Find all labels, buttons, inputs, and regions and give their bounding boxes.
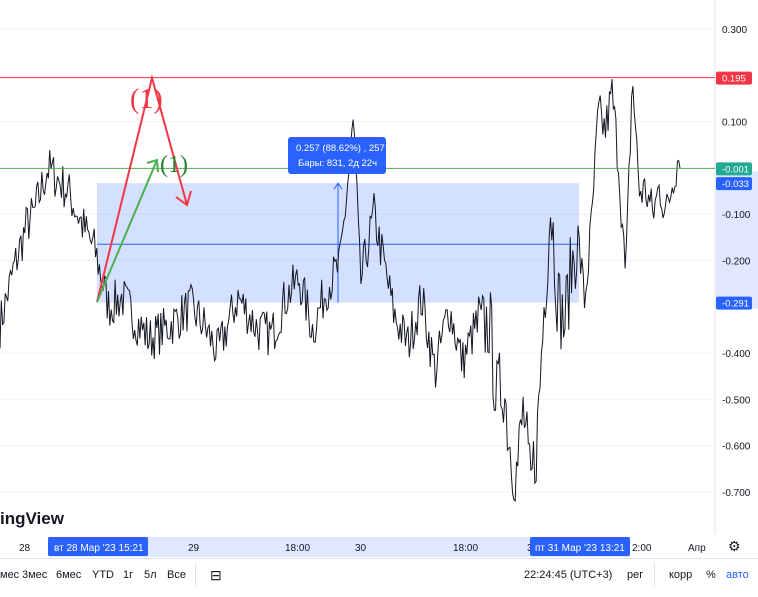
- y-tick-label: -0.600: [722, 442, 751, 453]
- calendar-range-icon[interactable]: ⊟: [210, 567, 222, 583]
- price-marker-label: -0.033: [722, 179, 749, 190]
- price-axis[interactable]: 0.300 0.100 -0.100 -0.200 -0.400 -0.500 -0.600…: [722, 25, 751, 499]
- x-tick-label: 18:00: [285, 543, 310, 554]
- price-marker-label: -0.291: [722, 299, 749, 310]
- gear-icon[interactable]: ⚙: [728, 538, 741, 554]
- red-wave-arrow[interactable]: [96, 74, 188, 303]
- x-tick-label: Апр: [688, 543, 706, 554]
- y-tick-label: 0.100: [722, 118, 747, 129]
- price-marker-badge: [716, 177, 752, 191]
- wave-annotations[interactable]: (1) (1): [96, 74, 192, 303]
- measure-axis-highlight: [716, 171, 758, 309]
- y-tick-label: -0.700: [722, 488, 751, 499]
- period-button[interactable]: 1г: [123, 569, 134, 581]
- measure-tool[interactable]: [97, 171, 758, 309]
- price-marker-label: 0.195: [722, 74, 746, 85]
- measure-label: 0.257 (88.62%) , 257 Бары: 831, 2д 22ч: [288, 137, 386, 174]
- x-tick-label: 30: [355, 543, 367, 554]
- x-tick-label: 2:00: [632, 543, 652, 554]
- tradingview-watermark: ingView: [0, 509, 64, 528]
- session-button[interactable]: рег: [627, 569, 644, 581]
- time-highlight-end: пт 31 Мар '23 13:21: [535, 543, 625, 554]
- red-wave-label: (1): [130, 84, 163, 115]
- y-tick-label: 0.300: [722, 25, 747, 36]
- red-arrow-head: [175, 190, 192, 207]
- x-tick-label: 28: [19, 543, 31, 554]
- green-wave-label: (1): [160, 152, 188, 178]
- measure-label-line2: Бары: 831, 2д 22ч: [298, 158, 377, 169]
- log-scale-button[interactable]: корр: [669, 569, 693, 581]
- price-markers: 0.195 -0.001 -0.033 -0.291: [716, 71, 752, 310]
- time-axis[interactable]: 28 29 18:00 30 18:00 31 2:00 Апр вт 28 М…: [0, 535, 715, 558]
- price-series-line: [0, 79, 681, 503]
- y-tick-label: -0.500: [722, 395, 751, 406]
- price-marker-label: -0.001: [722, 164, 749, 175]
- price-marker-badge: [716, 162, 752, 176]
- divider: [654, 563, 655, 587]
- period-button[interactable]: Все: [167, 569, 186, 581]
- y-tick-label: -0.400: [722, 349, 751, 360]
- time-highlight-badge: [48, 537, 148, 556]
- period-button[interactable]: мес: [0, 569, 20, 581]
- x-tick-label: 29: [188, 543, 200, 554]
- auto-scale-button[interactable]: авто: [726, 569, 749, 581]
- period-button[interactable]: YTD: [92, 569, 114, 581]
- clock-time[interactable]: 22:24:45 (UTC+3): [524, 569, 613, 581]
- price-chart[interactable]: (1) (1) 0.257 (88.62%) , 257 Бары: 831, …: [0, 0, 758, 558]
- period-button[interactable]: 3мес: [22, 569, 48, 581]
- divider: [195, 563, 196, 587]
- y-tick-label: -0.200: [722, 257, 751, 268]
- x-tick-label: 18:00: [453, 543, 478, 554]
- green-arrow-head: [146, 158, 159, 173]
- time-highlight-badge: [530, 537, 630, 556]
- time-range-highlight: [148, 537, 530, 557]
- period-button[interactable]: 6мес: [56, 569, 82, 581]
- measure-label-line1: 0.257 (88.62%) , 257: [296, 143, 385, 154]
- price-marker-badge: [716, 71, 752, 85]
- price-marker-badge: [716, 296, 752, 310]
- green-wave-arrow[interactable]: [96, 159, 158, 303]
- y-tick-label: -0.100: [722, 210, 751, 221]
- percent-scale-button[interactable]: %: [706, 569, 716, 581]
- time-highlight-start: вт 28 Мар '23 15:21: [54, 543, 144, 554]
- measure-arrow-head: [333, 182, 343, 190]
- period-button[interactable]: 5л: [144, 569, 157, 581]
- bottom-toolbar: мес 3мес 6мес YTD 1г 5л Все ⊟ 22:24:45 (…: [0, 558, 758, 595]
